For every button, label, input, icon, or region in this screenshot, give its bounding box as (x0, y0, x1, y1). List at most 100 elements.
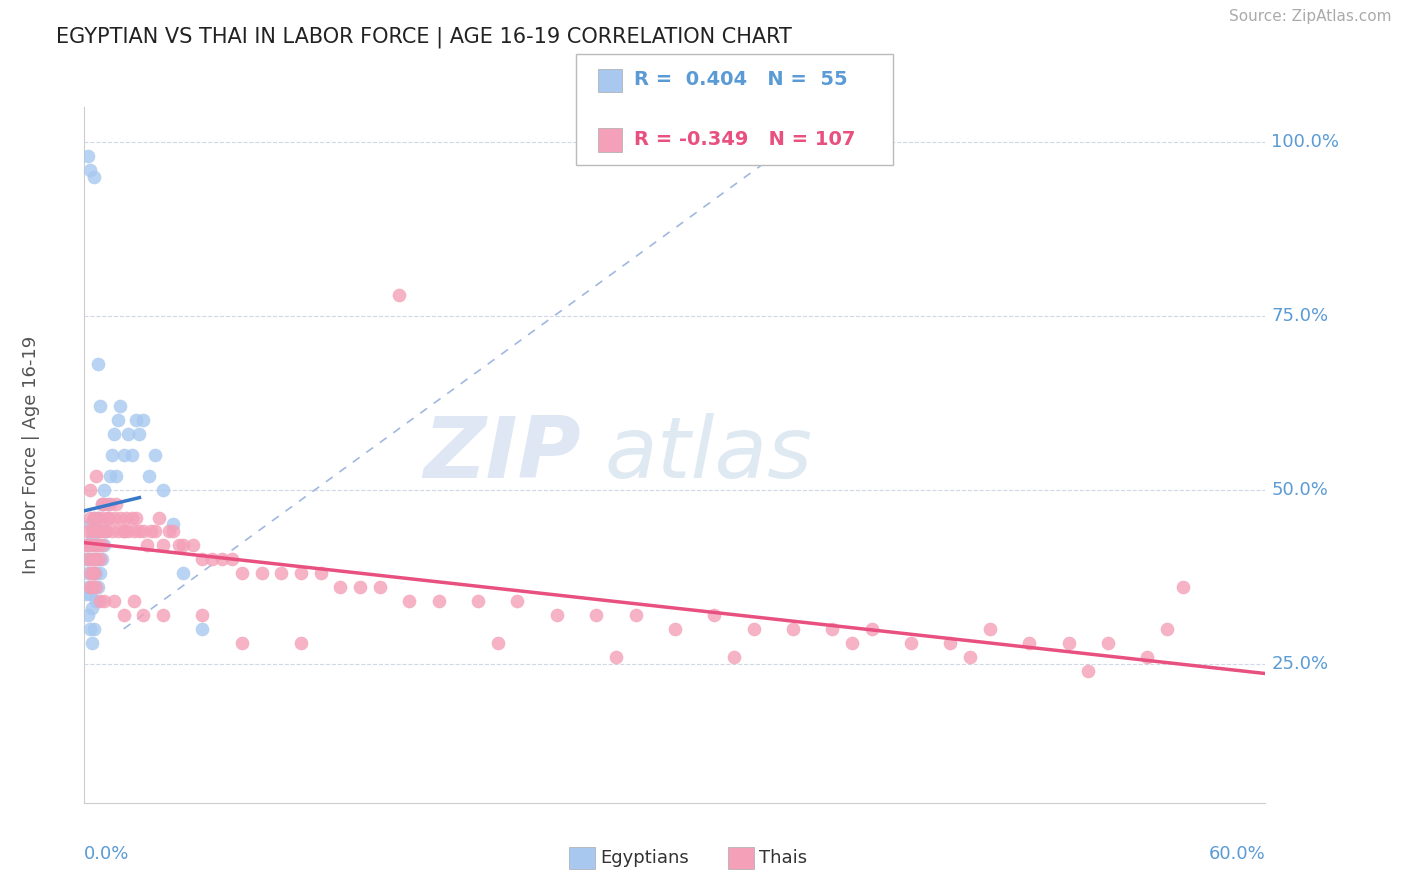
Point (1136, 649, 1159, 664)
Point (83, 566, 105, 581)
Point (83, 580, 105, 594)
Point (167, 538, 190, 552)
Point (84, 566, 107, 581)
Point (117, 427, 139, 442)
Point (152, 483, 174, 497)
Point (141, 524, 163, 539)
Point (290, 636, 312, 650)
Point (664, 622, 686, 636)
Point (79, 517, 101, 532)
Point (89, 594, 111, 608)
Point (231, 636, 253, 650)
Point (117, 524, 139, 539)
Point (79, 483, 101, 497)
Point (979, 622, 1001, 636)
Point (398, 594, 420, 608)
Point (605, 649, 627, 664)
Point (83, 538, 105, 552)
Point (427, 594, 450, 608)
Point (84, 552, 107, 566)
Point (87, 510, 110, 524)
Text: R =  0.404   N =  55: R = 0.404 N = 55 (634, 70, 848, 89)
Point (841, 636, 863, 650)
Point (79, 587, 101, 601)
Point (108, 510, 131, 524)
Point (94, 524, 117, 539)
Point (83, 169, 105, 184)
Point (467, 594, 489, 608)
Point (91, 538, 114, 552)
Point (107, 413, 129, 427)
Point (77, 580, 100, 594)
Text: atlas: atlas (605, 413, 813, 497)
Point (959, 649, 981, 664)
Point (114, 510, 136, 524)
Point (162, 524, 184, 539)
Point (211, 552, 233, 566)
Point (821, 622, 844, 636)
Point (77, 149, 100, 163)
Point (290, 566, 312, 581)
Point (624, 607, 647, 622)
Point (152, 607, 174, 622)
Point (83, 552, 105, 566)
Point (201, 552, 224, 566)
Point (782, 622, 804, 636)
Point (122, 524, 145, 539)
Point (309, 566, 332, 581)
Text: 0.0%: 0.0% (84, 845, 129, 863)
Point (93, 594, 115, 608)
Text: Egyptians: Egyptians (600, 849, 689, 867)
Point (103, 427, 125, 442)
Point (221, 552, 243, 566)
Point (546, 607, 568, 622)
Point (89, 524, 111, 539)
Point (79, 538, 101, 552)
Point (97, 497, 120, 511)
Text: 60.0%: 60.0% (1209, 845, 1265, 863)
Point (157, 524, 180, 539)
Point (231, 566, 253, 581)
Point (191, 552, 214, 566)
Point (1097, 636, 1119, 650)
Point (98, 497, 121, 511)
Point (83, 622, 105, 636)
Point (128, 427, 150, 442)
Point (79, 566, 101, 581)
Point (143, 448, 166, 462)
Point (91, 510, 114, 524)
Point (75, 552, 97, 566)
Point (270, 566, 292, 581)
Point (1156, 622, 1178, 636)
Point (121, 510, 143, 524)
Point (93, 538, 115, 552)
Text: 25.0%: 25.0% (1271, 655, 1329, 673)
Point (87, 358, 110, 372)
Point (112, 448, 135, 462)
Point (87, 552, 110, 566)
Point (939, 636, 962, 650)
Point (104, 497, 127, 511)
Point (107, 524, 129, 539)
Point (143, 524, 166, 539)
Text: In Labor Force | Age 16-19: In Labor Force | Age 16-19 (22, 335, 41, 574)
Point (191, 607, 214, 622)
Point (112, 607, 135, 622)
Point (723, 649, 745, 664)
Point (860, 622, 883, 636)
Point (79, 510, 101, 524)
Point (75, 538, 97, 552)
Point (388, 288, 411, 302)
Point (162, 517, 184, 532)
Point (1018, 636, 1040, 650)
Point (97, 510, 120, 524)
Point (104, 468, 127, 483)
Point (94, 524, 117, 539)
Point (89, 524, 111, 539)
Point (77, 566, 100, 581)
Point (77, 538, 100, 552)
Point (103, 594, 125, 608)
Point (506, 594, 529, 608)
Point (91, 497, 114, 511)
Point (585, 607, 607, 622)
